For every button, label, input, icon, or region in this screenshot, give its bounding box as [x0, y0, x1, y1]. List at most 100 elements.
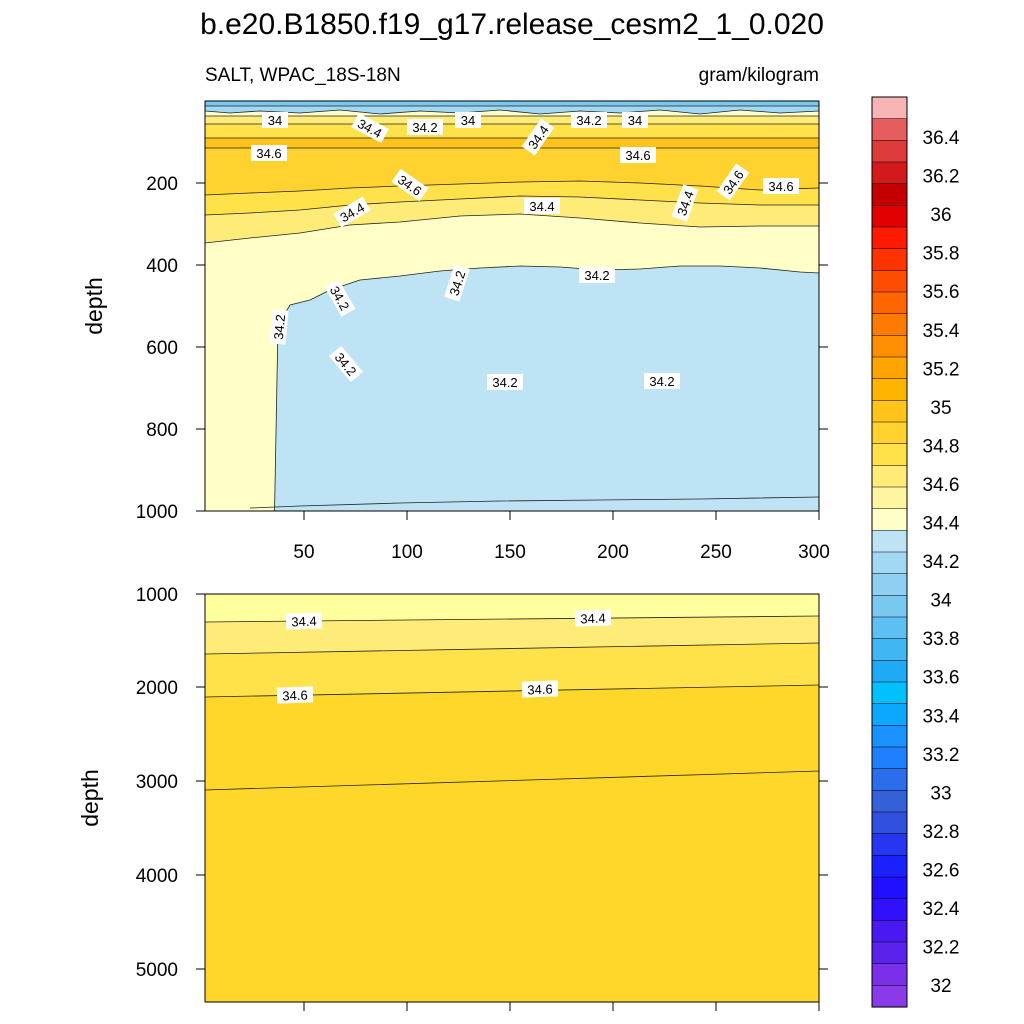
svg-text:34.6: 34.6: [768, 179, 793, 194]
colorbar-box: [871, 161, 908, 185]
svg-text:34.2: 34.2: [412, 120, 437, 135]
contour-label: 34.6: [763, 178, 799, 194]
lower-y-axis-label: depth: [77, 769, 103, 827]
colorbar-label: 35.8: [923, 244, 960, 265]
colorbar-label: 32: [930, 976, 951, 997]
colorbar-label: 32.2: [923, 938, 960, 959]
contour-label: 34.4: [285, 612, 323, 630]
colorbar-box: [871, 465, 908, 488]
right-subtitle: gram/kilogram: [699, 65, 819, 86]
upper-contour-line: [277, 265, 819, 326]
chart-title: b.e20.B1850.f19_g17.release_cesm2_1_0.02…: [200, 8, 824, 41]
lower-y-tick-labels: 1000 2000 3000 4000 5000: [136, 585, 178, 981]
colorbar-box: [871, 725, 908, 748]
colorbar-label: 36: [930, 205, 951, 226]
colorbar-box: [871, 920, 908, 943]
lower-contour-line: [205, 770, 819, 791]
upper-contour-line: [205, 213, 819, 244]
colorbar-box: [871, 963, 908, 986]
y-tick-label: 800: [146, 420, 178, 441]
colorbar-box: [871, 421, 908, 445]
colorbar-box: [871, 898, 908, 921]
colorbar-box: [871, 443, 908, 466]
colorbar-boxes: [871, 96, 908, 1008]
colorbar-label: 32.6: [923, 860, 960, 881]
lower-panel: 34.4 34.4 34.6 34.6 1000 2000 3000 4000 …: [77, 585, 828, 1011]
upper-contour-line: [249, 496, 819, 509]
y-tick-label: 200: [146, 174, 178, 195]
svg-text:34.2: 34.2: [584, 268, 609, 283]
y-tick-label: 2000: [136, 678, 178, 699]
upper-x-tick-labels: 50 100 150 200 250 300: [293, 542, 829, 563]
contour-label: 34.2: [407, 119, 443, 135]
colorbar-box: [871, 660, 908, 683]
svg-text:34.2: 34.2: [649, 374, 674, 389]
svg-text:34.4: 34.4: [529, 199, 554, 214]
colorbar-label: 33.8: [923, 629, 960, 650]
lower-fill-34.4: [205, 594, 819, 622]
colorbar-label: 35.2: [923, 359, 960, 380]
upper-y-axis: [196, 182, 828, 512]
colorbar-box: [871, 205, 908, 228]
lower-plot-frame: [204, 593, 820, 1003]
colorbar-label: 36.4: [923, 128, 960, 149]
colorbar-label: 35.4: [923, 321, 960, 342]
colorbar-frame: [871, 96, 908, 1008]
colorbar-box: [871, 985, 908, 1008]
colorbar-box: [871, 356, 908, 380]
y-tick-label: 400: [146, 256, 178, 277]
colorbar-box: [871, 486, 908, 510]
x-tick-label: 200: [597, 542, 629, 563]
colorbar-label: 32.8: [923, 822, 960, 843]
colorbar-box: [871, 508, 908, 531]
svg-text:34.6: 34.6: [282, 688, 308, 704]
colorbar-box: [871, 811, 908, 835]
y-tick-label: 1000: [136, 502, 178, 523]
colorbar-box: [871, 270, 908, 293]
contour-label: 34.6: [276, 686, 314, 704]
contour-label: 34.2: [644, 373, 680, 389]
svg-text:34.6: 34.6: [527, 682, 553, 698]
colorbar-label: 33.4: [923, 706, 960, 727]
upper-contour-labels: 34 34.4 34.2 34 34.4 34.2 34 34.6 34.6 3…: [251, 112, 799, 390]
contour-label: 34.4: [524, 198, 560, 214]
colorbar-box: [871, 855, 908, 878]
y-tick-label: 5000: [136, 960, 178, 981]
svg-text:34.6: 34.6: [256, 146, 281, 161]
svg-text:34: 34: [628, 113, 642, 128]
contour-label: 34: [622, 112, 648, 128]
contour-label: 34.6: [251, 145, 287, 161]
contour-label: 34.2: [571, 112, 607, 128]
contour-label: 34.6: [521, 680, 559, 698]
colorbar-label: 34.6: [923, 475, 960, 496]
colorbar-label: 36.2: [923, 167, 960, 188]
x-tick-label: 250: [700, 542, 732, 563]
colorbar-label: 33.6: [923, 668, 960, 689]
colorbar-box: [871, 573, 908, 596]
colorbar-box: [871, 248, 908, 271]
lower-contour-line: [205, 642, 819, 655]
colorbar-box: [871, 833, 908, 856]
contour-label: 34.2: [487, 374, 523, 390]
colorbar-labels: 36.4 36.2 36 35.8 35.6 35.4 35.2 35 34.8 34.6 34.4…: [923, 128, 960, 997]
svg-text:34.2: 34.2: [271, 314, 288, 341]
colorbar-label: 34: [930, 591, 952, 612]
y-tick-label: 4000: [136, 866, 178, 887]
colorbar-box: [871, 96, 908, 120]
colorbar-box: [871, 941, 908, 965]
upper-x-axis: [303, 511, 820, 520]
colorbar-label: 34.2: [923, 552, 960, 573]
colorbar-box: [871, 703, 908, 726]
colorbar-box: [871, 746, 908, 770]
colorbar-box: [871, 313, 908, 336]
colorbar-box: [871, 551, 908, 575]
y-tick-label: 600: [146, 338, 178, 359]
svg-text:34.2: 34.2: [492, 375, 517, 390]
colorbar-label: 35: [930, 398, 951, 419]
svg-text:34.2: 34.2: [446, 269, 468, 298]
upper-fill-33.8: [205, 101, 819, 106]
lower-x-axis: [303, 1002, 820, 1011]
colorbar-label: 35.6: [923, 282, 960, 303]
